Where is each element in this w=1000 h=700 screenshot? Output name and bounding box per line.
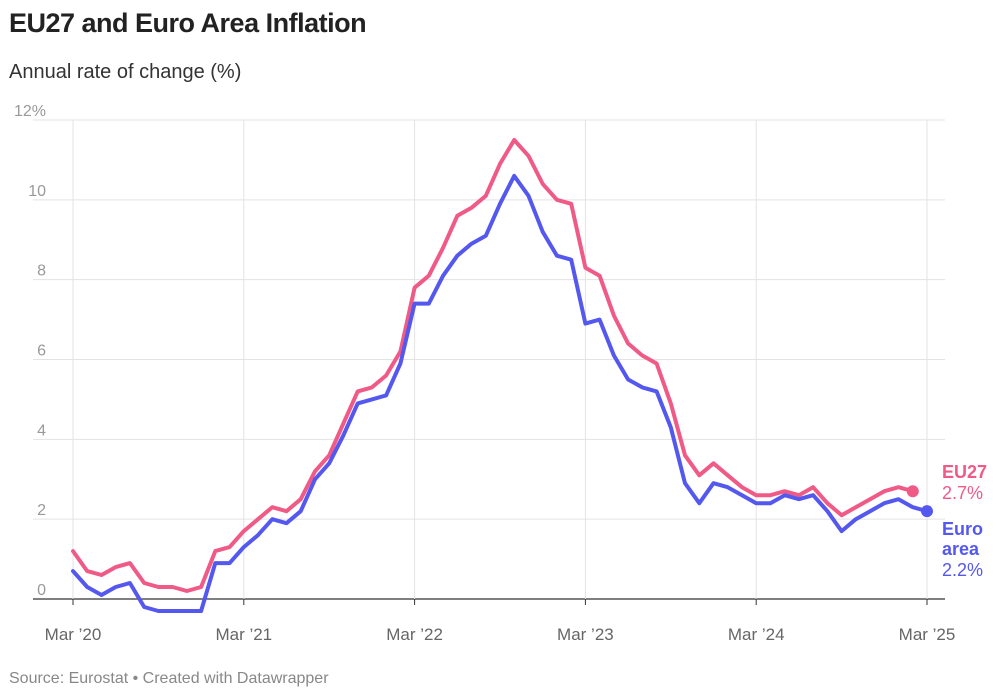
axis-ticks: 12% 10 8 6 4 2 0 Mar ’20 Mar ’21 Mar ’22 Mar ’23 Ma… xyxy=(14,103,955,644)
x-tick-label: Mar ’24 xyxy=(728,625,785,644)
chart-title: EU27 and Euro Area Inflation xyxy=(9,8,367,38)
y-tick-label: 0 xyxy=(37,582,46,599)
label-euro-area-name: Euro xyxy=(942,519,983,539)
y-tick-label: 10 xyxy=(28,183,46,200)
x-tick-label: Mar ’23 xyxy=(557,625,614,644)
y-tick-label: 12% xyxy=(14,103,46,120)
x-tick-label: Mar ’20 xyxy=(45,625,102,644)
series-lines xyxy=(71,138,933,613)
label-euro-area-value: 2.2% xyxy=(942,560,983,580)
chart-subtitle: Annual rate of change (%) xyxy=(9,61,242,83)
label-euro-area-name: area xyxy=(942,539,980,559)
end-dot-euro-area xyxy=(921,505,933,518)
series-line-euro-area xyxy=(71,173,929,613)
source-note: Source: Eurostat • Created with Datawrap… xyxy=(9,670,329,687)
y-tick-label: 6 xyxy=(37,343,46,360)
label-eu27-value: 2.7% xyxy=(942,483,983,503)
x-tick-label: Mar ’22 xyxy=(386,625,443,644)
x-tick-label: Mar ’21 xyxy=(215,625,272,644)
end-dot-eu27 xyxy=(906,485,919,498)
grid xyxy=(33,119,945,605)
label-eu27-name: EU27 xyxy=(942,462,987,482)
y-tick-label: 4 xyxy=(37,422,46,439)
x-tick-label: Mar ’25 xyxy=(899,625,956,644)
y-tick-label: 8 xyxy=(37,263,46,280)
series-line-eu27 xyxy=(71,138,915,593)
y-tick-label: 2 xyxy=(37,502,46,519)
